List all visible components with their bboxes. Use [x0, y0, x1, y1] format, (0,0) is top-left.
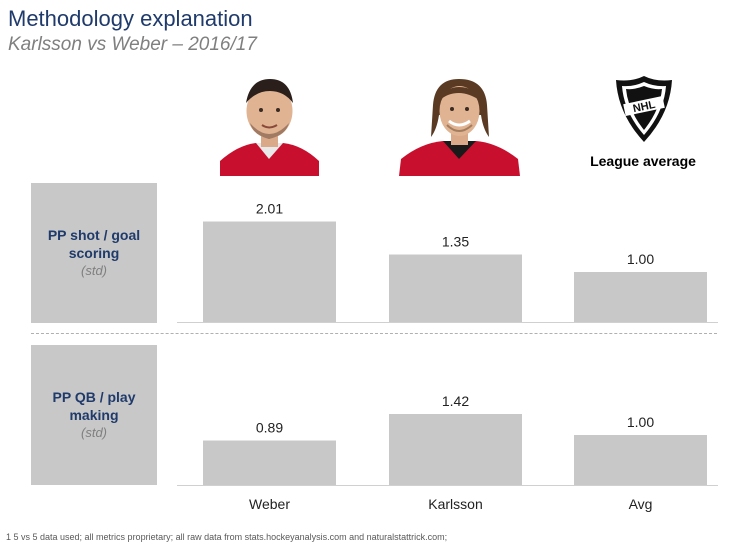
row-title-line2: scoring — [68, 245, 120, 261]
row-title-line1: PP QB / play — [52, 389, 136, 405]
row-divider — [31, 333, 717, 334]
row-subtitle: (std) — [81, 263, 107, 278]
page-subtitle: Karlsson vs Weber – 2016/17 — [8, 34, 257, 55]
bar-avg — [574, 435, 707, 485]
bar-karlsson — [389, 414, 522, 485]
data-label: 1.00 — [627, 251, 654, 267]
row-title-line1: PP shot / goal — [47, 227, 141, 243]
nhl-shield-logo: NHL — [612, 74, 676, 149]
player-photo-karlsson — [399, 75, 520, 176]
data-label: 1.00 — [627, 414, 654, 430]
row-subtitle: (std) — [81, 425, 107, 440]
row-title-line2: making — [69, 407, 119, 423]
category-label: Avg — [629, 496, 653, 512]
row-label-pp-shot-goal: PP shot / goal scoring (std) — [31, 183, 157, 323]
bar-weber — [203, 221, 336, 322]
bar-avg — [574, 272, 707, 322]
league-average-label: League average — [590, 153, 696, 169]
data-label: 1.35 — [442, 234, 469, 250]
data-label: 0.89 — [256, 420, 283, 436]
bar-karlsson — [389, 254, 522, 322]
player-photo-weber — [220, 75, 319, 176]
page-title: Methodology explanation — [8, 6, 253, 31]
data-label: 1.42 — [442, 393, 469, 409]
data-label: 2.01 — [256, 201, 283, 217]
row-label-pp-qb-play: PP QB / play making (std) — [31, 345, 157, 485]
category-label: Weber — [249, 496, 290, 512]
category-label: Karlsson — [428, 496, 482, 512]
svg-text:NHL: NHL — [632, 99, 657, 115]
bar-weber — [203, 440, 336, 485]
footnote: 1 5 vs 5 data used; all metrics propriet… — [6, 532, 448, 542]
